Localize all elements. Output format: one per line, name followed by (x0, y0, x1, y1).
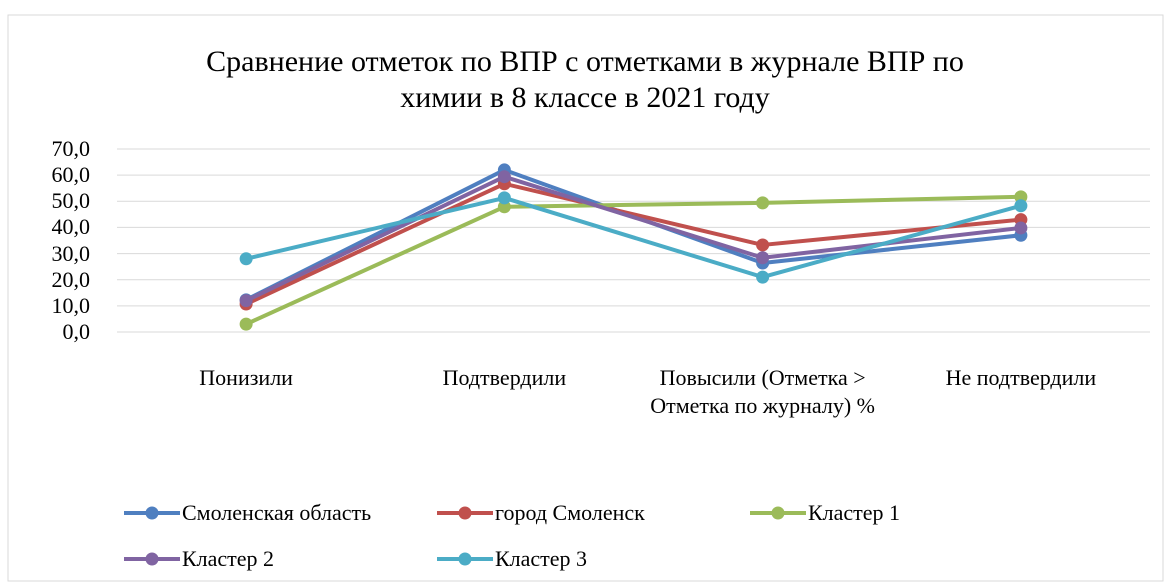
legend-label: Смоленская область (182, 500, 372, 525)
data-point (497, 200, 511, 214)
series-line (245, 194, 1021, 326)
legend-label: Кластер 2 (182, 546, 275, 571)
data-point (756, 196, 770, 210)
data-point (1014, 221, 1028, 235)
x-tick-label: Повысили (Отметка > Отметка по журналу) … (650, 365, 875, 418)
y-tick-label: 60,0 (51, 162, 91, 188)
legend-label: город Смоленск (495, 500, 645, 525)
legend-marker (771, 506, 785, 520)
series-line (245, 181, 1022, 306)
data-point (756, 270, 770, 284)
y-tick-label: 50,0 (51, 188, 91, 214)
data-point (239, 317, 253, 331)
x-tick-label: Подтвердили (442, 365, 567, 390)
series-line (245, 195, 1022, 280)
x-tick-label: Понизили (199, 365, 293, 390)
data-point (239, 294, 253, 308)
data-point (756, 251, 770, 265)
data-point (497, 170, 511, 184)
legend-marker (458, 506, 472, 520)
legend-marker (458, 552, 472, 566)
data-point (756, 238, 770, 252)
y-tick-label: 20,0 (51, 266, 91, 292)
legend-marker (145, 552, 159, 566)
legend-label: Кластер 3 (495, 546, 588, 571)
y-tick-label: 70,0 (51, 136, 91, 161)
y-tick-label: 30,0 (51, 240, 91, 266)
y-tick-label: 40,0 (51, 214, 91, 240)
y-tick-label: 0,0 (62, 319, 91, 344)
chart-title: Сравнение отметок по ВПР с отметками в ж… (206, 45, 964, 114)
legend-marker (145, 506, 159, 520)
data-point (1014, 190, 1028, 204)
data-point (497, 191, 511, 205)
x-tick-label: Не подтвердили (945, 365, 1097, 390)
data-point (239, 252, 253, 266)
chart-border (7, 14, 1164, 582)
data-point (1014, 199, 1028, 213)
y-tick-label: 10,0 (51, 292, 91, 318)
legend-label: Кластер 1 (808, 500, 901, 525)
